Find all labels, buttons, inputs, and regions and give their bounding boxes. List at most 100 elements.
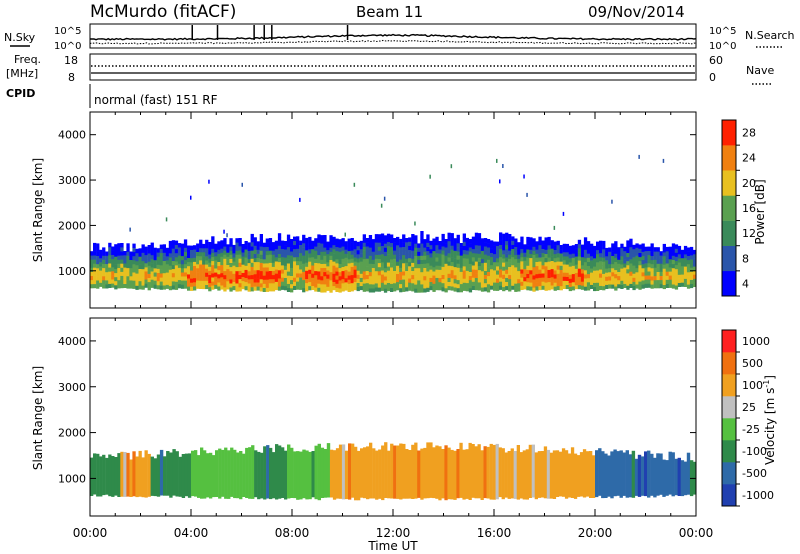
power-cell — [102, 255, 106, 260]
power-cell — [571, 282, 576, 287]
power-cell — [432, 271, 436, 276]
power-cell — [493, 286, 497, 291]
velocity-cell — [423, 447, 427, 499]
power-cell — [450, 278, 454, 283]
power-cell — [271, 254, 276, 259]
power-cell — [293, 236, 297, 241]
velocity-cell — [489, 443, 493, 500]
power-cell — [468, 255, 473, 260]
power-cell — [299, 265, 303, 270]
power-cell — [568, 286, 572, 292]
power-cell — [299, 248, 303, 254]
power-cell — [623, 283, 627, 288]
power-cell — [180, 272, 185, 277]
power-cell — [447, 265, 451, 270]
power-cell — [441, 282, 445, 288]
power-cell — [193, 269, 197, 275]
power-cell — [180, 243, 185, 248]
power-cell — [138, 264, 142, 269]
power-cell — [380, 286, 385, 291]
power-cell — [444, 288, 448, 293]
power-cell — [668, 246, 672, 252]
power-cell — [187, 257, 191, 263]
power-cell — [302, 267, 306, 272]
power-cell — [359, 273, 363, 278]
power-cell — [671, 251, 676, 256]
power-cell — [529, 253, 533, 259]
power-cell — [511, 265, 515, 270]
power-cell — [96, 255, 100, 261]
power-cell — [399, 243, 403, 248]
power-cell — [335, 246, 339, 252]
power-cell — [162, 268, 166, 274]
power-cell — [508, 270, 512, 276]
power-cell — [526, 257, 530, 262]
power-cell — [199, 268, 203, 273]
velocity-cell — [233, 449, 237, 499]
power-cell — [259, 254, 263, 259]
power-cell — [483, 258, 488, 263]
power-cell — [229, 254, 233, 259]
power-cell — [135, 277, 139, 282]
power-cell — [617, 263, 621, 268]
power-cell — [274, 273, 279, 278]
colorbar-swatch — [722, 484, 736, 507]
power-cell — [153, 284, 157, 289]
power-cell — [593, 245, 597, 251]
power-cell — [668, 279, 672, 284]
power-cell — [493, 266, 497, 271]
power-cell — [117, 279, 121, 285]
power-cell — [232, 269, 236, 274]
power-cell — [493, 257, 497, 263]
velocity-cell — [335, 448, 340, 499]
power-cell — [432, 254, 436, 260]
power-cell — [577, 260, 582, 265]
power-cell — [665, 263, 669, 268]
power-cell — [338, 288, 342, 293]
power-cell — [453, 287, 457, 292]
power-cell — [562, 276, 566, 281]
power-cell — [677, 258, 682, 263]
power-cell — [586, 286, 591, 291]
power-cell — [374, 238, 379, 243]
power-cell — [183, 247, 188, 252]
power-cell — [356, 286, 360, 292]
power-cell — [477, 286, 482, 291]
velocity-cell — [570, 447, 575, 498]
power-cell — [590, 272, 594, 277]
power-cell — [93, 263, 97, 268]
power-cell — [650, 255, 654, 261]
power-cell — [296, 244, 300, 249]
power-cell — [435, 244, 439, 250]
power-cell — [477, 282, 482, 287]
power-cell — [683, 278, 688, 283]
power-cell — [462, 253, 466, 259]
power-cell — [214, 264, 218, 269]
power-cell — [674, 260, 679, 266]
x-tick-label: 04:00 — [174, 526, 209, 540]
power-cell — [377, 242, 382, 247]
power-cell — [153, 268, 157, 273]
power-cell — [368, 288, 373, 293]
power-cell — [626, 256, 630, 262]
power-cell — [532, 258, 536, 264]
power-cell — [153, 272, 157, 277]
power-cell — [450, 237, 454, 242]
velocity-cell — [344, 450, 349, 500]
power-cell — [341, 270, 345, 276]
power-cell — [450, 273, 454, 279]
power-cell — [205, 272, 209, 277]
power-cell — [620, 260, 624, 265]
power-cell — [308, 257, 312, 262]
power-cell — [123, 279, 127, 284]
power-cell — [593, 254, 597, 259]
power-cell — [226, 285, 230, 290]
power-cell — [462, 237, 466, 242]
power-cell — [414, 284, 418, 289]
power-cell — [123, 259, 127, 264]
power-cell — [656, 267, 660, 272]
power-cell — [393, 242, 397, 247]
power-cell — [296, 248, 300, 253]
power-cell — [683, 254, 688, 259]
power-cell — [268, 238, 273, 243]
